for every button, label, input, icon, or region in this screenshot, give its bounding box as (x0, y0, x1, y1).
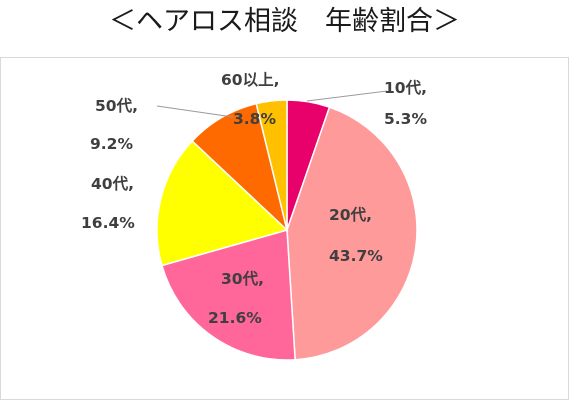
slice-value-30s: 21.6% (208, 309, 262, 327)
slice-value-10s: 5.3% (384, 110, 427, 128)
pie-slice-30s (161, 229, 296, 361)
pie-chart: 10代, 5.3% 20代, 43.7% 30代, 21.6% 40代, 16.… (81, 71, 427, 361)
chart-panel: 10代, 5.3% 20代, 43.7% 30代, 21.6% 40代, 16.… (0, 57, 569, 400)
slice-label-60plus: 60以上, (221, 71, 279, 89)
slice-value-50s: 9.2% (90, 135, 133, 153)
slice-label-40s: 40代, (91, 174, 134, 193)
pie-slice-60plus (255, 99, 288, 231)
slice-label-30s: 30代, (221, 269, 264, 288)
slice-value-20s: 43.7% (329, 247, 383, 265)
slice-label-20s: 20代, (329, 205, 372, 224)
leader-line-50s (156, 105, 234, 118)
slice-value-60plus: 3.8% (233, 110, 276, 128)
leader-line-10s (306, 90, 388, 102)
chart-title: ＜ヘアロス相談 年齢割合＞ (109, 6, 460, 37)
pie-slice-40s (156, 139, 289, 267)
slice-label-10s: 10代, (384, 78, 427, 97)
pie-slice-20s (286, 106, 418, 361)
slice-value-40s: 16.4% (81, 214, 135, 232)
slice-label-50s: 50代, (95, 96, 138, 115)
